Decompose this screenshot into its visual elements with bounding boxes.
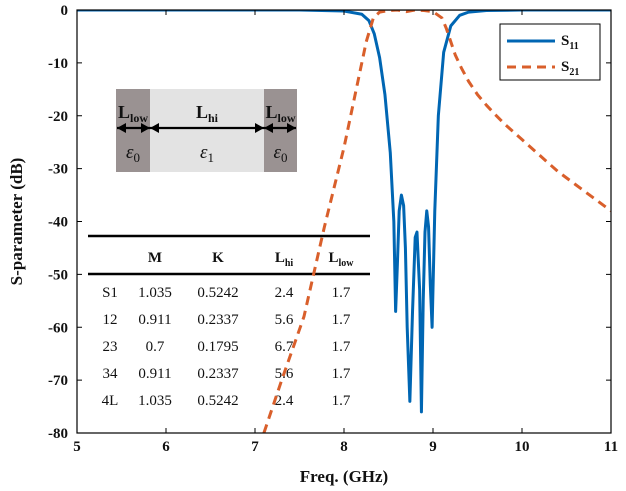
series-line-s11	[77, 10, 611, 414]
y-tick-label: -10	[48, 56, 68, 72]
table-cell: 0.5242	[197, 285, 238, 301]
y-tick-label: 0	[61, 3, 69, 19]
inset-length-label: Llow	[118, 102, 148, 125]
x-axis-label: Freq. (GHz)	[300, 467, 388, 486]
inset-length-label: Llow	[265, 102, 295, 125]
x-tick-label: 5	[73, 439, 81, 455]
table-cell: 1.7	[332, 312, 351, 328]
legend-label-s11: S11	[561, 33, 579, 52]
inset-segment	[150, 89, 264, 172]
table-header: Llow	[328, 250, 354, 269]
table-header: K	[212, 250, 224, 266]
inset-arrow-head	[264, 123, 273, 133]
x-tick-label: 6	[162, 439, 170, 455]
table-cell: 34	[103, 366, 119, 382]
inset-permittivity-label: ε1	[200, 142, 214, 165]
series-line-s21	[262, 10, 611, 433]
table-cell: 1.7	[332, 285, 351, 301]
table-cell: 1.035	[138, 285, 172, 301]
table-cell: 2.4	[275, 393, 294, 409]
table-cell: 2.4	[275, 285, 294, 301]
y-tick-label: -50	[48, 267, 68, 283]
inset-permittivity-label: ε0	[126, 142, 140, 165]
table-cell: 0.2337	[197, 312, 239, 328]
table-cell: 1.035	[138, 393, 172, 409]
y-tick-label: -20	[48, 109, 68, 125]
inset-length-label: Lhi	[196, 102, 219, 125]
table-cell: 6.7	[275, 339, 294, 355]
table-cell: 1.7	[332, 339, 351, 355]
inset-arrow-head	[255, 123, 264, 133]
x-tick-label: 9	[429, 439, 437, 455]
table-cell: S1	[102, 285, 118, 301]
inset-diagram: Llow ε0 Lhi ε1 Llow ε0	[116, 89, 297, 172]
y-tick-label: -30	[48, 162, 68, 178]
table-cell: 0.911	[138, 312, 171, 328]
y-tick-label: -60	[48, 320, 68, 336]
y-tick-label: -40	[48, 215, 68, 231]
table-cell: 4L	[102, 393, 119, 409]
table-cell: 0.1795	[197, 339, 238, 355]
x-tick-label: 8	[340, 439, 348, 455]
inset-arrow-head	[150, 123, 159, 133]
y-tick-label: -80	[48, 426, 68, 442]
inset-arrow-head	[141, 123, 150, 133]
table-cell: 0.911	[138, 366, 171, 382]
table-cell: 0.7	[146, 339, 165, 355]
y-tick-label: -70	[48, 373, 68, 389]
table-cell: 0.5242	[197, 393, 238, 409]
inset-arrow-head	[117, 123, 126, 133]
legend-box	[499, 23, 601, 81]
table-header: M	[148, 250, 162, 266]
table-cell: 5.6	[275, 312, 294, 328]
x-tick-label: 10	[515, 439, 530, 455]
table-cell: 1.7	[332, 366, 351, 382]
inset-permittivity-label: ε0	[274, 142, 288, 165]
table-cell: 23	[103, 339, 118, 355]
table-cell: 1.7	[332, 393, 351, 409]
table-cell: 12	[103, 312, 118, 328]
table-cell: 0.2337	[197, 366, 239, 382]
x-tick-label: 11	[604, 439, 618, 455]
legend-label-s21: S21	[561, 59, 579, 78]
parameter-table: M K Lhi Llow S1 1.035 0.5242 2.4 1.7 12 0.911 0.233…	[88, 234, 370, 409]
x-tick-label: 7	[251, 439, 259, 455]
inset-arrow-head	[287, 123, 296, 133]
y-axis-label: S-parameter (dB)	[7, 158, 26, 286]
table-header: Lhi	[275, 250, 294, 269]
